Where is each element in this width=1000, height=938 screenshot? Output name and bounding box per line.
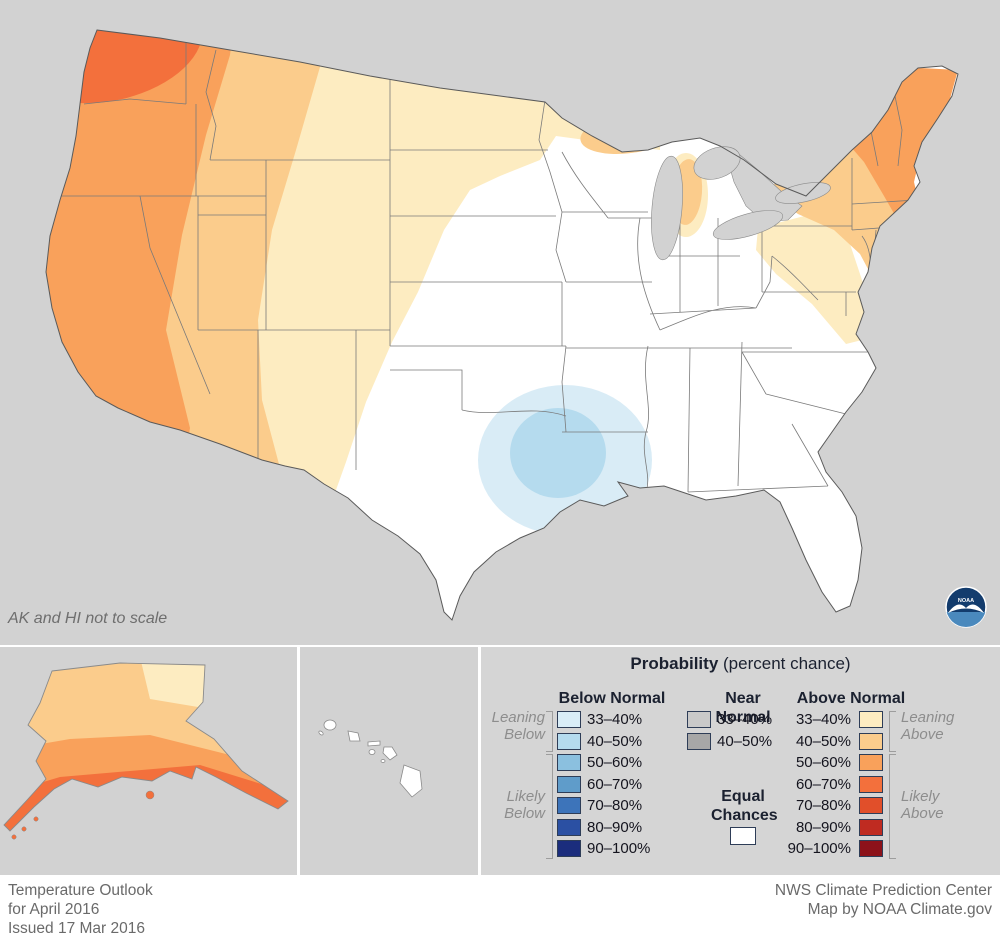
aleutian-island	[33, 816, 39, 822]
legend-title: Probability (percent chance)	[481, 654, 1000, 674]
island-maui	[382, 746, 398, 761]
lake-ontario	[775, 182, 831, 204]
below-range-label: 40–50%	[587, 732, 643, 750]
great-lakes	[651, 146, 831, 261]
footer-source: NWS Climate Prediction Center	[774, 882, 992, 899]
below-swatch-40-50	[557, 732, 581, 750]
blob-below-40-50	[510, 408, 606, 498]
aleutian-islands	[11, 790, 155, 840]
island-kauai	[323, 719, 337, 731]
above-swatch-40-50	[859, 732, 883, 750]
hawaii-inset-panel	[300, 647, 478, 875]
island-lanai	[368, 749, 376, 755]
below-range-label: 80–90%	[587, 818, 643, 836]
footer: Temperature Outlook for April 2016 Issue…	[0, 877, 1000, 938]
above-swatch-33-40	[859, 711, 883, 728]
alaska-outline	[3, 662, 289, 832]
hawaiian-islands	[318, 719, 423, 798]
near-range-label: 33–40%	[717, 711, 773, 728]
above-range-label: 40–50%	[795, 732, 851, 750]
scale-note: AK and HI not to scale	[8, 610, 168, 627]
footer-credit: Map by NOAA Climate.gov	[807, 901, 992, 918]
lake-michigan	[651, 155, 683, 261]
footer-right: NWS Climate Prediction Center Map by NOA…	[775, 881, 992, 919]
legend-title-rest: (percent chance)	[718, 654, 851, 673]
below-range-label: 50–60%	[587, 754, 643, 771]
alaska-band-33-40	[140, 663, 210, 709]
near-swatch-40-50	[687, 732, 711, 750]
alaska-inset-map	[0, 647, 297, 875]
above-range-label: 50–60%	[795, 754, 851, 771]
below-swatch-33-40	[557, 711, 581, 728]
above-range-label: 33–40%	[795, 711, 851, 728]
above-swatch-70-80	[859, 797, 883, 814]
likely-above-label: Likely Above	[901, 788, 944, 822]
aleutian-island	[21, 826, 27, 832]
above-normal-header: Above Normal	[796, 690, 906, 707]
equal-chances-swatch	[730, 827, 756, 845]
island-oahu	[347, 730, 361, 742]
above-range-label: 70–80%	[795, 797, 851, 814]
legend-title-bold: Probability	[630, 654, 719, 673]
hawaii-background	[300, 647, 478, 875]
hawaii-inset-map	[300, 647, 478, 875]
alaska-inset-panel	[0, 647, 297, 875]
footer-period: for April 2016	[8, 901, 100, 918]
below-swatch-60-70	[557, 775, 581, 793]
conus-map-panel: NOAA AK and HI not to scale	[0, 0, 1000, 645]
below-swatch-90-100	[557, 840, 581, 857]
leaning-above-bracket	[889, 711, 896, 752]
leaning-above-label: Leaning Above	[901, 709, 955, 743]
likely-below-bracket	[546, 754, 553, 859]
below-swatch-70-80	[557, 797, 581, 814]
near-normal-header: Near Normal	[715, 690, 771, 726]
noaa-logo-text: NOAA	[958, 598, 974, 604]
island-hawaii	[399, 764, 423, 798]
island-kahoolawe	[380, 759, 386, 763]
noaa-logo-gull-icon	[948, 604, 984, 613]
above-range-label: 80–90%	[795, 818, 851, 836]
above-swatch-50-60	[859, 754, 883, 771]
below-range-label: 70–80%	[587, 797, 643, 814]
above-swatch-60-70	[859, 775, 883, 793]
aleutian-island	[11, 834, 17, 840]
below-range-label: 33–40%	[587, 711, 643, 728]
island-niihau	[318, 730, 324, 736]
us-outline	[45, 29, 959, 621]
above-swatch-90-100	[859, 840, 883, 857]
lake-erie	[712, 210, 784, 240]
above-swatch-80-90	[859, 818, 883, 836]
footer-left: Temperature Outlook for April 2016 Issue…	[8, 881, 153, 938]
noaa-logo-sea	[946, 612, 986, 627]
kodiak-island	[145, 790, 155, 800]
equal-chances-label: Equal Chances	[711, 788, 778, 824]
footer-issued: Issued 17 Mar 2016	[8, 920, 146, 937]
likely-above-bracket	[889, 754, 896, 859]
island-molokai	[367, 740, 381, 747]
near-range-label: 40–50%	[717, 732, 773, 750]
above-range-label: 90–100%	[787, 840, 851, 857]
us-probability-map: NOAA	[0, 0, 1000, 645]
above-range-label: 60–70%	[795, 775, 851, 793]
lake-huron	[693, 146, 741, 180]
near-swatch-33-40	[687, 711, 711, 728]
footer-title: Temperature Outlook	[8, 882, 153, 899]
band-above-33-40-midatlantic	[756, 214, 870, 344]
below-normal-header: Below Normal	[558, 690, 666, 707]
leaning-below-bracket	[546, 711, 553, 752]
state-borders	[46, 36, 917, 493]
leaning-below-label: Leaning Below	[491, 709, 545, 743]
below-swatch-80-90	[557, 818, 581, 836]
noaa-logo: NOAA	[945, 586, 987, 628]
below-swatch-50-60	[557, 754, 581, 771]
legend-panel: Probability (percent chance) Below Norma…	[481, 647, 1000, 875]
below-range-label: 90–100%	[587, 840, 651, 857]
likely-below-label: Likely Below	[504, 788, 545, 822]
below-range-label: 60–70%	[587, 775, 643, 793]
